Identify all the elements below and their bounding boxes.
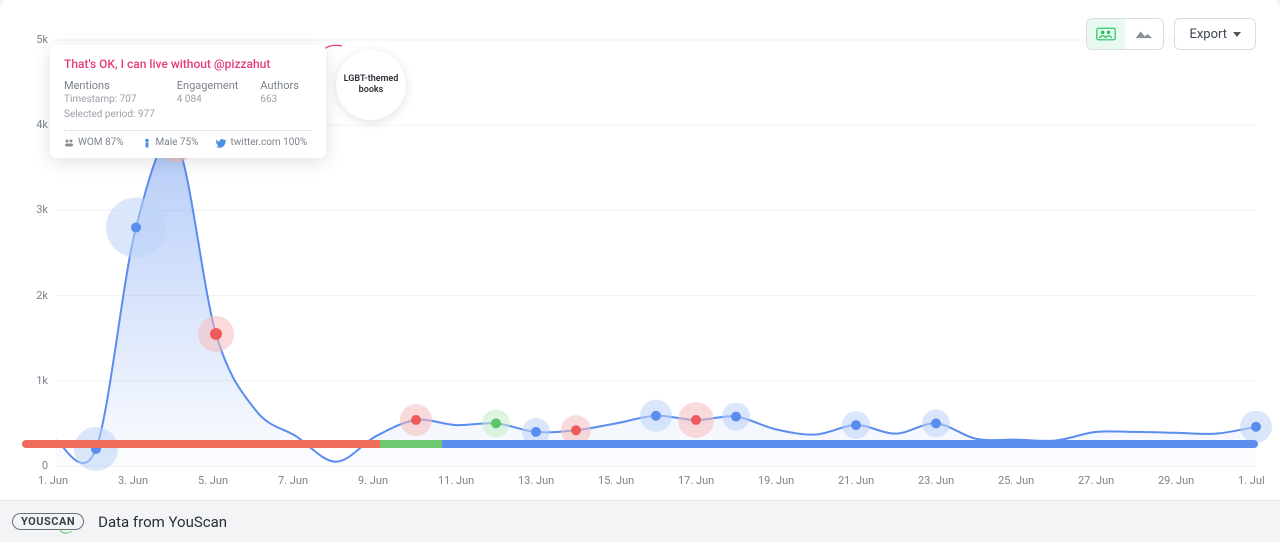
timestamp-line: Timestamp: 707 [64, 92, 155, 107]
chart-panel: Export 0 1k 2k 3k 4k 5k 1. Jun 3. Jun 5. Jun 7. … [0, 0, 1280, 500]
x-tick: 1. Jul [1238, 474, 1265, 487]
sentiment-segment[interactable] [442, 440, 1258, 448]
mountain-icon [1134, 27, 1154, 41]
app-root: Export 0 1k 2k 3k 4k 5k 1. Jun 3. Jun 5. Jun 7. … [0, 0, 1280, 542]
annotation-bubble[interactable]: LGBT-themed books [336, 50, 406, 120]
view-toggle-image[interactable] [1125, 19, 1163, 49]
x-tick: 3. Jun [118, 474, 148, 487]
wom-icon [64, 138, 74, 148]
x-tick: 11. Jun [438, 474, 474, 487]
x-tick: 5. Jun [198, 474, 228, 487]
export-button[interactable]: Export [1174, 18, 1256, 50]
y-tick: 2k [16, 289, 48, 302]
x-tick: 13. Jun [518, 474, 554, 487]
y-tick: 5k [16, 33, 48, 46]
sentiment-bar[interactable] [22, 440, 1258, 448]
people-icon [1096, 27, 1116, 41]
x-tick: 17. Jun [678, 474, 714, 487]
x-tick: 15. Jun [598, 474, 634, 487]
wom-tag: WOM 87% [64, 137, 124, 148]
footer: YOUSCAN Data from YouScan [0, 500, 1280, 542]
engagement-label: Engagement [177, 79, 239, 92]
x-tick: 1. Jun [38, 474, 68, 487]
chart-toolbar: Export [1086, 18, 1256, 50]
selected-line: Selected period: 977 [64, 107, 155, 122]
x-tick: 9. Jun [358, 474, 388, 487]
engagement-value: 4 084 [177, 92, 239, 107]
male-icon [142, 138, 152, 148]
annotation-text: LGBT-themed books [342, 74, 400, 96]
x-tick: 23. Jun [918, 474, 954, 487]
x-tick: 29. Jun [1158, 474, 1194, 487]
sentiment-segment[interactable] [380, 440, 442, 448]
x-tick: 21. Jun [838, 474, 874, 487]
x-tick: 19. Jun [758, 474, 794, 487]
authors-value: 663 [260, 92, 299, 107]
view-toggle-chart[interactable] [1087, 19, 1125, 49]
authors-label: Authors [260, 79, 299, 92]
y-tick: 0 [16, 459, 48, 472]
male-tag: Male 75% [142, 137, 199, 148]
twitter-icon [216, 138, 226, 148]
tooltip-title: That's OK, I can live without @pizzahut [64, 57, 312, 71]
x-tick: 27. Jun [1078, 474, 1114, 487]
caret-down-icon [1233, 32, 1241, 37]
footer-text: Data from YouScan [98, 513, 227, 531]
sentiment-segment[interactable] [22, 440, 380, 448]
y-tick: 1k [16, 374, 48, 387]
twitter-tag: twitter.com 100% [216, 137, 307, 148]
view-toggle [1086, 18, 1164, 50]
mentions-label: Mentions [64, 79, 155, 92]
youscan-logo: YOUSCAN [12, 513, 84, 530]
x-tick: 25. Jun [998, 474, 1034, 487]
y-tick: 4k [16, 118, 48, 131]
x-tick: 7. Jun [278, 474, 308, 487]
export-label: Export [1189, 27, 1227, 42]
chart-tooltip: That's OK, I can live without @pizzahut … [50, 45, 326, 158]
y-tick: 3k [16, 203, 48, 216]
